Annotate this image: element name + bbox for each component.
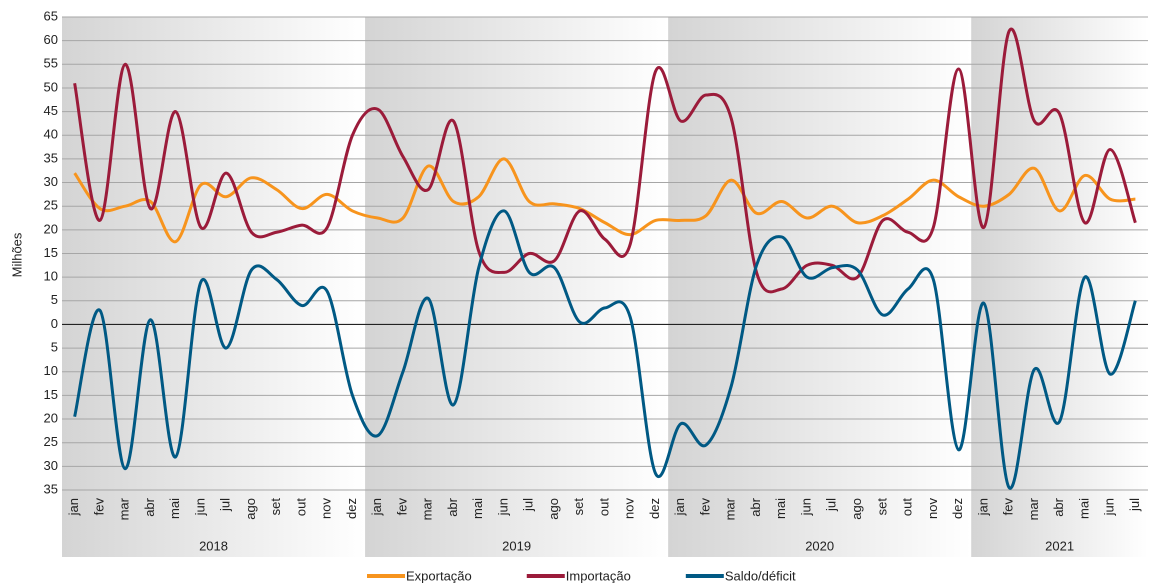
x-tick-label: ago (243, 498, 258, 520)
y-tick-label: 35 (44, 481, 58, 496)
x-tick-label: nov (622, 498, 637, 519)
x-tick-label: abr (142, 497, 157, 516)
year-band (668, 17, 972, 557)
y-tick-label: 5 (51, 340, 58, 355)
year-label: 2020 (805, 538, 834, 553)
x-tick-label: mar (117, 497, 132, 520)
x-tick-label: mar (1026, 497, 1041, 520)
x-tick-label: fev (91, 498, 106, 516)
series-line (73, 27, 1137, 294)
x-tick-label: set (874, 498, 889, 516)
series-line (73, 157, 1136, 244)
x-tick-label: fev (394, 498, 409, 516)
x-tick-label: nov (925, 498, 940, 519)
legend-label: Saldo/déficit (725, 568, 796, 583)
y-tick-label: 50 (44, 79, 58, 94)
year-label: 2019 (502, 538, 531, 553)
year-band (971, 17, 1148, 557)
x-tick-label: ago (546, 498, 561, 520)
x-tick-label: set (571, 498, 586, 516)
x-tick-label: nov (319, 498, 334, 519)
x-tick-label: jan (66, 498, 81, 516)
x-tick-label: mar (723, 497, 738, 520)
x-tick-label: ago (849, 498, 864, 520)
y-tick-label: 30 (44, 174, 58, 189)
x-tick-label: out (900, 498, 915, 516)
y-tick-label: 25 (44, 434, 58, 449)
x-tick-label: jul (521, 498, 536, 512)
x-tick-label: abr (445, 497, 460, 516)
x-tick-label: dez (647, 498, 662, 519)
y-tick-label: 40 (44, 127, 58, 142)
legend-label: Exportação (406, 568, 472, 583)
legend-label: Importação (566, 568, 631, 583)
x-tick-label: out (596, 498, 611, 516)
x-tick-label: mai (470, 498, 485, 519)
y-tick-label: 45 (44, 103, 58, 118)
y-tick-label: 10 (44, 363, 58, 378)
x-tick-label: abr (748, 497, 763, 516)
x-tick-label: fev (697, 498, 712, 516)
y-tick-label: 60 (44, 32, 58, 47)
y-axis-label: Milhões (9, 232, 24, 277)
year-label: 2021 (1045, 538, 1074, 553)
x-tick-label: jun (495, 498, 510, 516)
x-tick-label: set (268, 498, 283, 516)
y-tick-label: 25 (44, 198, 58, 213)
y-tick-label: 35 (44, 150, 58, 165)
x-tick-label: jul (824, 498, 839, 512)
x-tick-label: dez (950, 498, 965, 519)
y-tick-label: 15 (44, 387, 58, 402)
y-tick-label: 20 (44, 410, 58, 425)
x-tick-label: mai (167, 498, 182, 519)
year-band (62, 17, 366, 557)
x-tick-label: jul (1127, 498, 1142, 512)
y-tick-label: 5 (51, 292, 58, 307)
x-tick-label: jul (218, 498, 233, 512)
year-label: 2018 (199, 538, 228, 553)
x-tick-label: jun (798, 498, 813, 516)
x-tick-label: out (293, 498, 308, 516)
y-tick-label: 20 (44, 221, 58, 236)
year-band (365, 17, 669, 557)
x-tick-label: dez (344, 498, 359, 519)
x-tick-label: jan (672, 498, 687, 516)
y-tick-label: 0 (51, 316, 58, 331)
x-tick-label: mar (420, 497, 435, 520)
y-tick-label: 30 (44, 458, 58, 473)
x-tick-label: jun (1102, 498, 1117, 516)
y-tick-label: 15 (44, 245, 58, 260)
y-tick-label: 55 (44, 56, 58, 71)
y-tick-label: 10 (44, 269, 58, 284)
y-tick-label: 65 (44, 8, 58, 23)
x-tick-label: mai (773, 498, 788, 519)
x-tick-label: jan (369, 498, 384, 516)
x-tick-label: abr (1051, 497, 1066, 516)
series-line (73, 209, 1137, 490)
x-tick-label: jan (975, 498, 990, 516)
x-tick-label: mai (1076, 498, 1091, 519)
x-tick-label: jun (192, 498, 207, 516)
x-tick-label: fev (1001, 498, 1016, 516)
